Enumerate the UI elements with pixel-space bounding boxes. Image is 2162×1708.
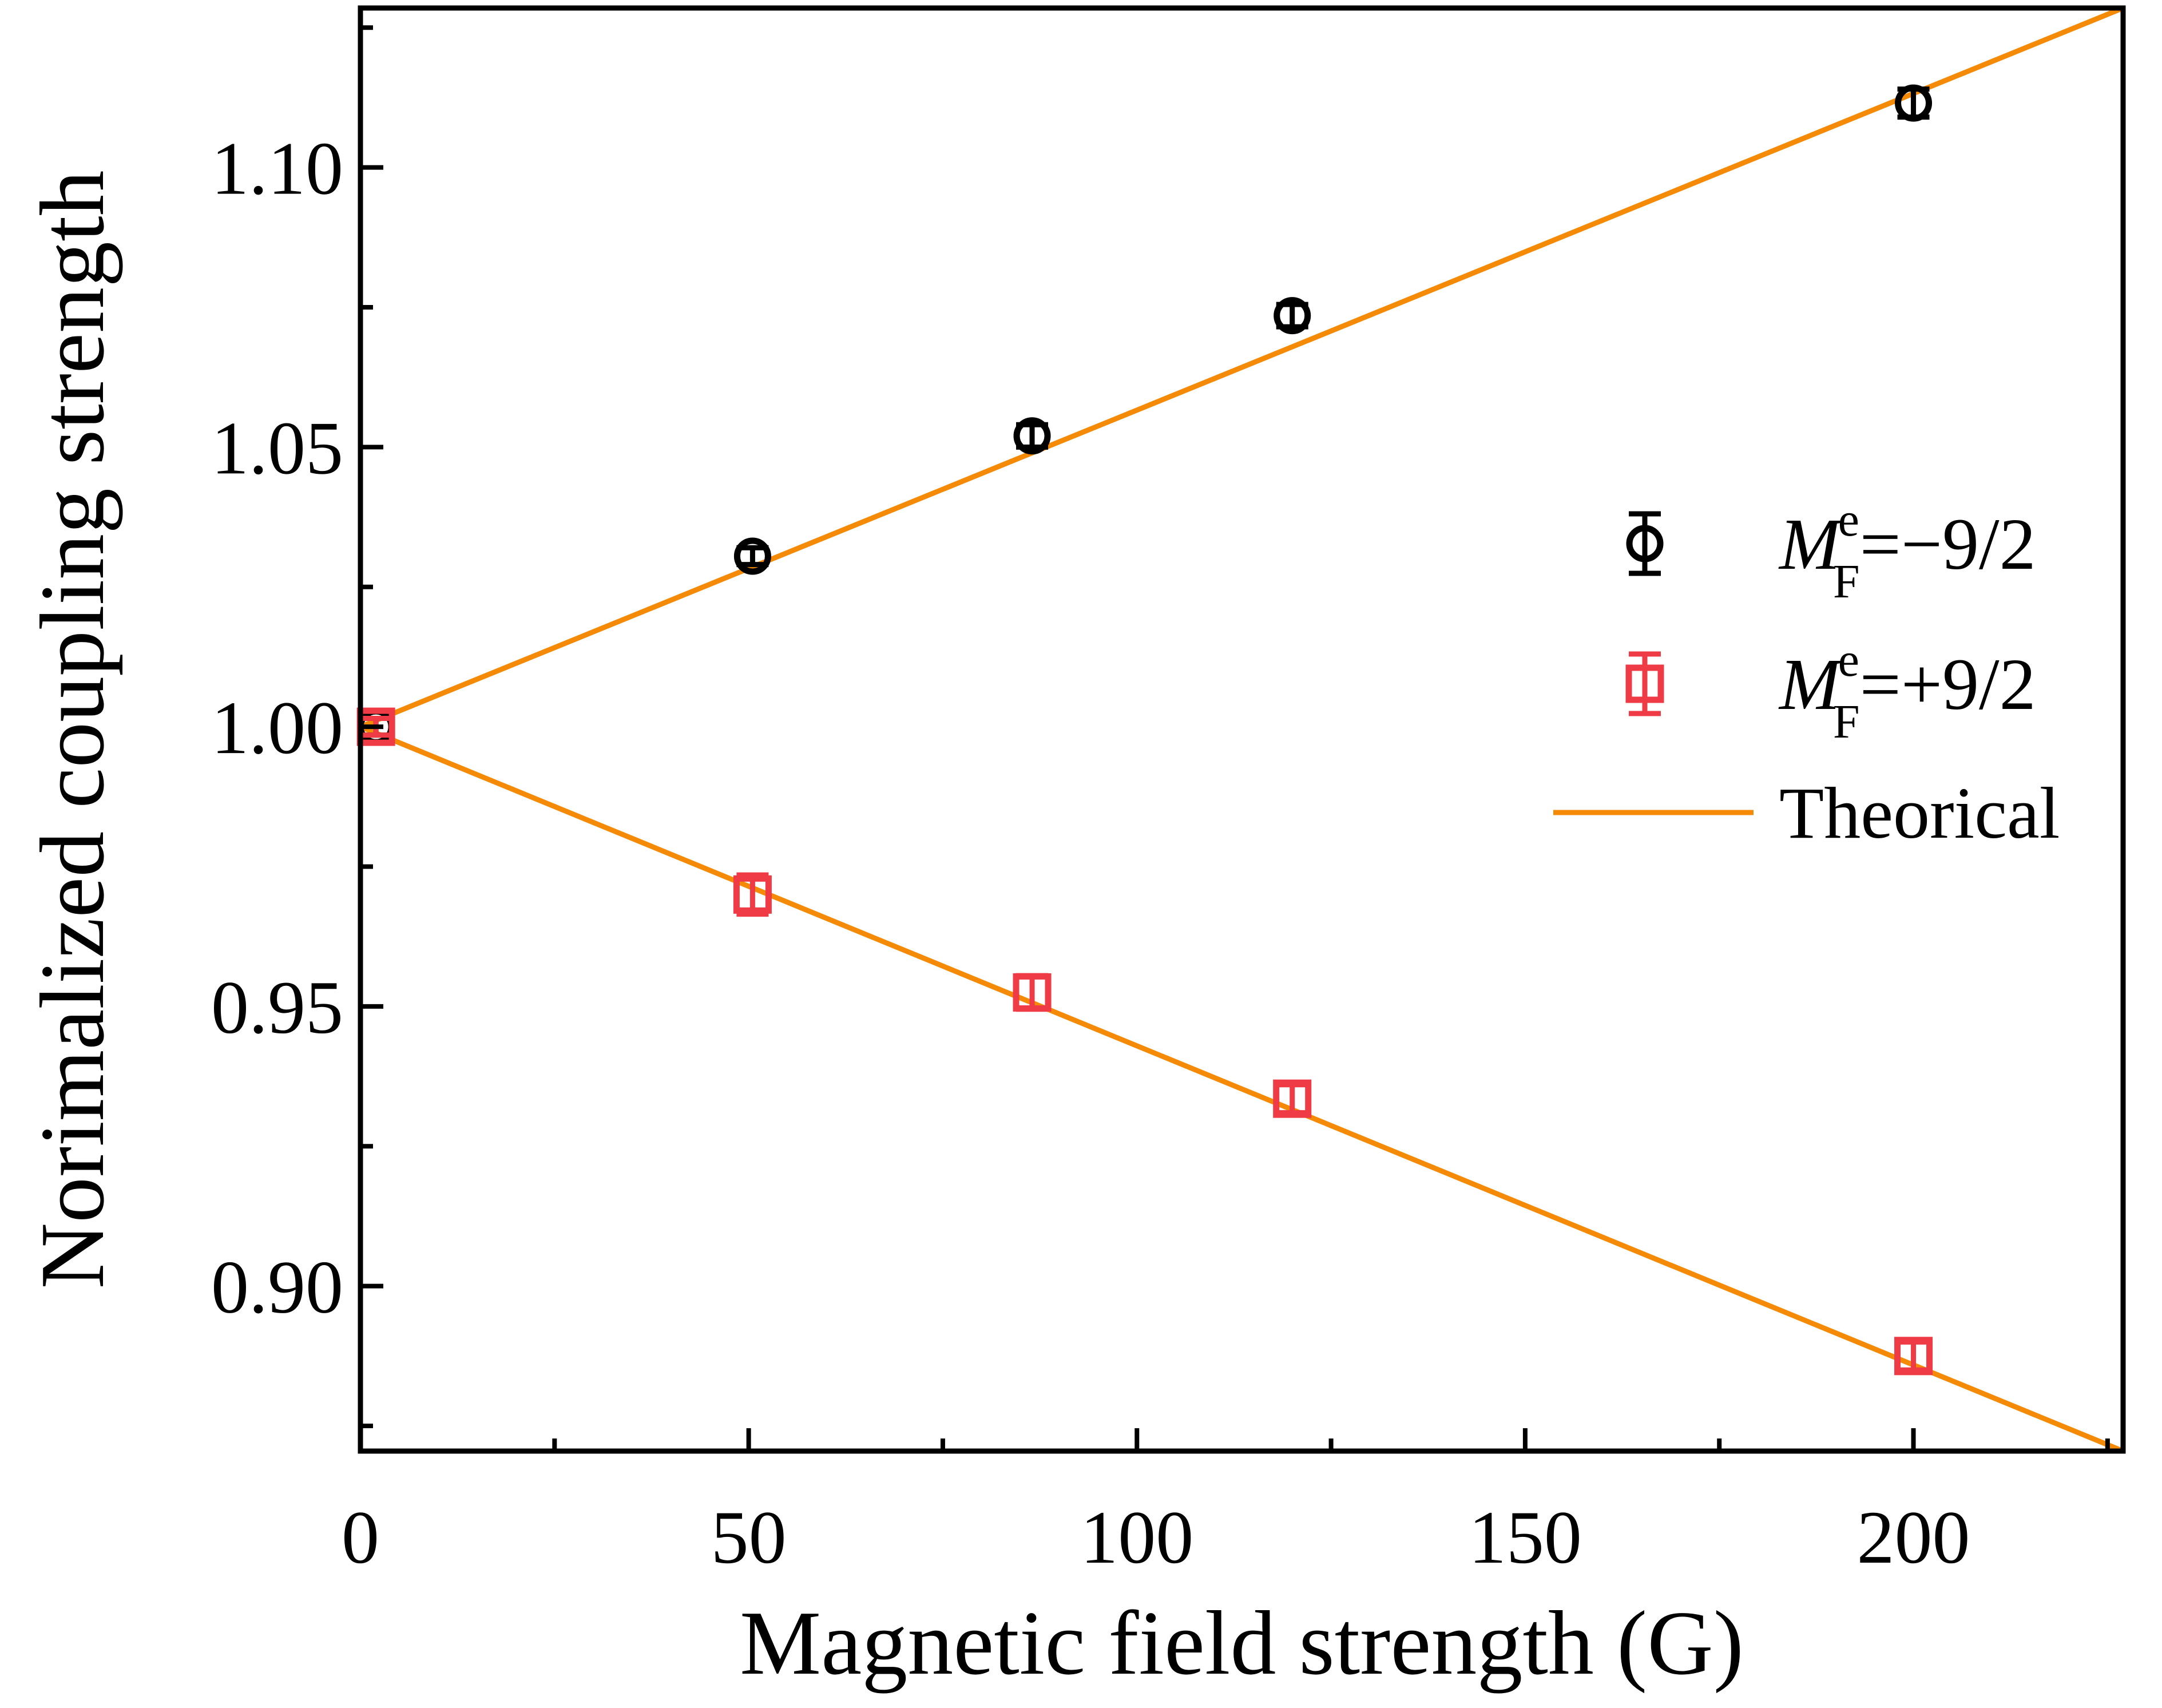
circle-marker (1274, 297, 1311, 335)
x-tick-label: 100 (1080, 1495, 1193, 1579)
data-point-minus (1274, 297, 1311, 335)
plot-frame (358, 5, 2126, 1454)
data-point-minus (1895, 84, 1933, 122)
data-point-minus (1013, 417, 1051, 455)
legend-value: =−9/2 (1860, 504, 2036, 585)
theory-line (359, 724, 2124, 1454)
circle-marker (1895, 84, 1933, 122)
legend-label: Me F=−9/2 (1778, 493, 2036, 608)
data-point-plus (733, 872, 772, 917)
axis-ticks (358, 25, 2110, 1451)
x-tick-label: 150 (1469, 1495, 1582, 1579)
legend-label: Me F=+9/2 (1778, 633, 2036, 748)
y-tick-label: 0.95 (211, 965, 343, 1049)
data-point-plus (1273, 1079, 1312, 1118)
data-point-plus (1894, 1337, 1933, 1376)
circle-marker (733, 537, 771, 575)
x-tick-label: 200 (1857, 1495, 1970, 1579)
legend-symbol: M (1778, 644, 1844, 725)
legend-superscript: e (1838, 493, 1859, 546)
y-tick-label: 0.90 (211, 1245, 343, 1329)
circle-marker (1626, 525, 1664, 562)
square-marker (1625, 664, 1664, 703)
legend-label: Theorical (1779, 772, 2060, 854)
data-points (356, 84, 1933, 1376)
x-axis-title: Magnetic field strength (G) (740, 1592, 1744, 1694)
square-marker (1013, 973, 1052, 1012)
y-tick-label: 1.10 (211, 126, 343, 211)
x-tick-label: 50 (711, 1495, 787, 1579)
data-point-minus (733, 537, 771, 575)
y-axis-title: Norimalized coupling strength (21, 170, 123, 1289)
legend-subscript: F (1833, 695, 1860, 748)
theory-lines (359, 5, 2124, 1454)
theory-line (359, 5, 2124, 730)
square-marker (1894, 1337, 1933, 1376)
legend-symbol: M (1778, 504, 1844, 585)
data-point-plus (1013, 973, 1052, 1012)
legend-subscript: F (1833, 555, 1860, 608)
legend-value: =+9/2 (1860, 644, 2036, 725)
legend-item: Me F=+9/2 (1625, 633, 2036, 748)
x-tick-label: 0 (342, 1495, 379, 1579)
circle-marker (1013, 417, 1051, 455)
legend-superscript: e (1838, 633, 1859, 687)
y-tick-label: 1.00 (211, 685, 343, 770)
legend-item: Theorical (1553, 772, 2060, 854)
legend-item: Me F=−9/2 (1626, 493, 2036, 608)
y-tick-label: 1.05 (211, 406, 343, 490)
square-marker (733, 875, 772, 914)
square-marker (1273, 1079, 1312, 1118)
tick-labels: 0 50 100 150 200 0.90 0.95 1.00 1.05 1.10 (211, 126, 1970, 1579)
